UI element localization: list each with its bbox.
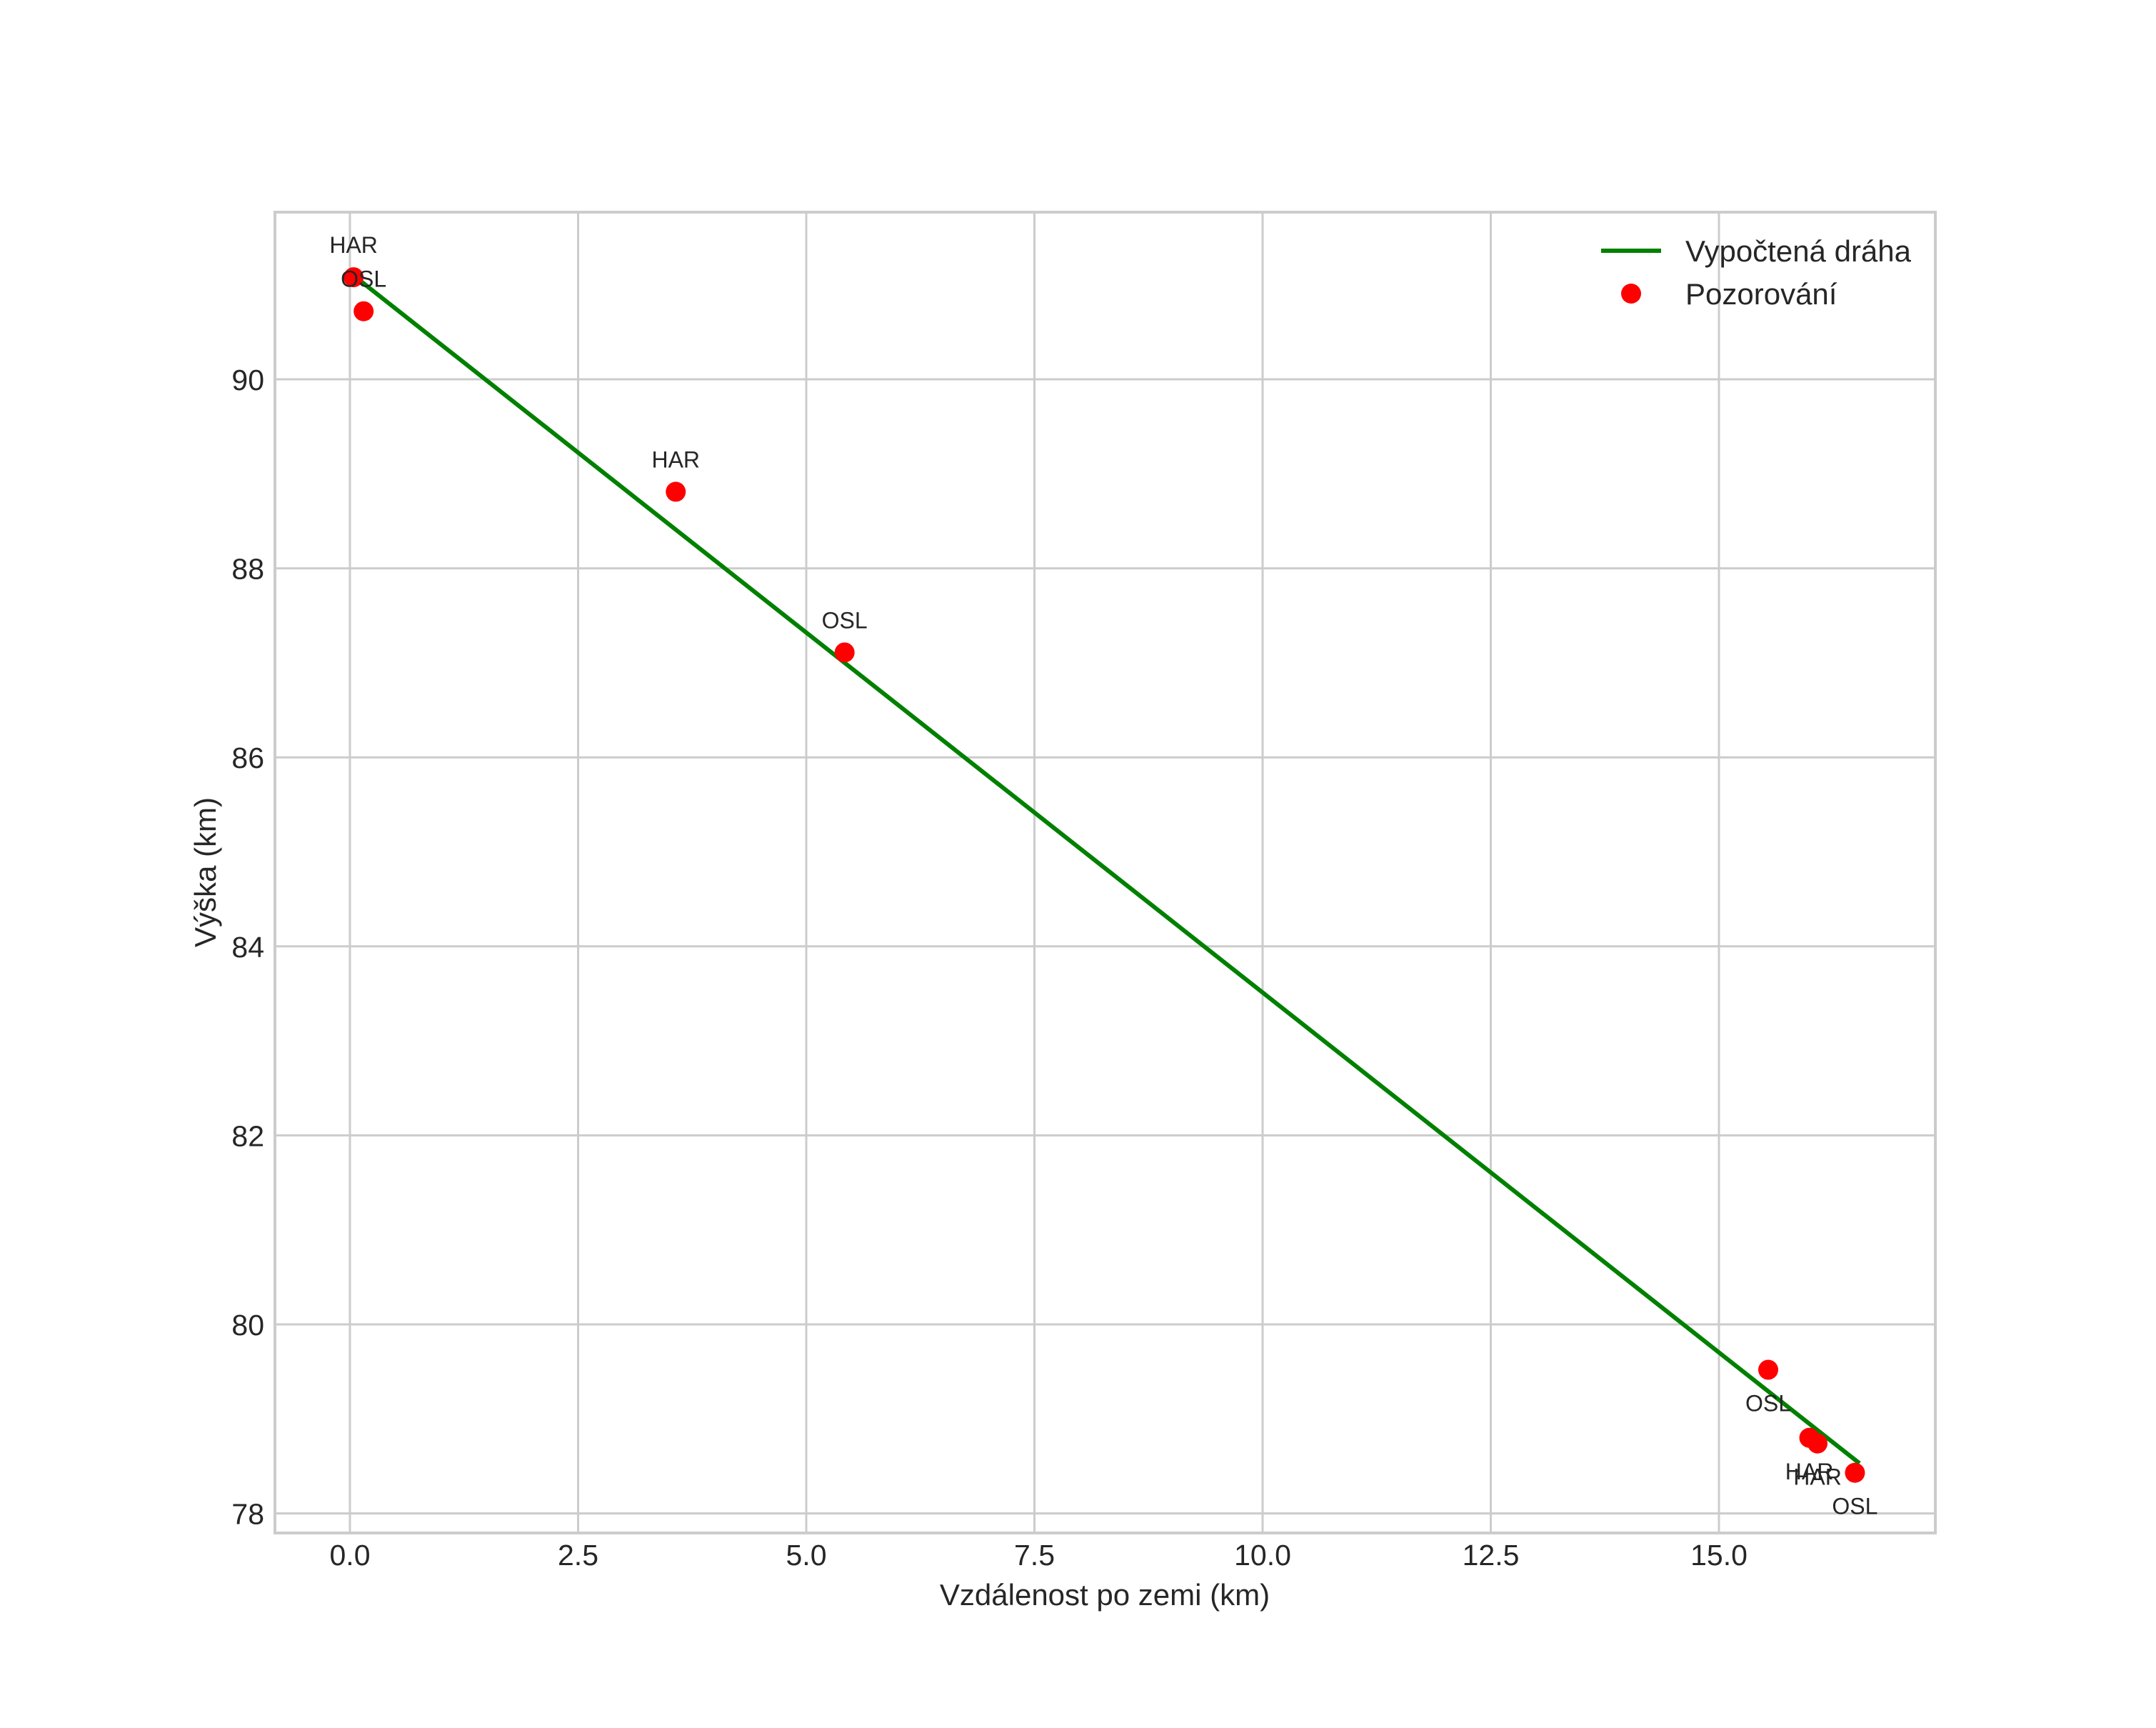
- y-axis-tick-labels: 78 80 82 84 86 88 90: [231, 364, 264, 1531]
- legend-item-trajectory: Vypočtená dráha: [1601, 234, 1912, 268]
- legend-label-trajectory: Vypočtená dráha: [1685, 234, 1912, 268]
- legend-item-observations: Pozorování: [1621, 277, 1837, 311]
- x-tick-label: 15.0: [1690, 1539, 1748, 1572]
- y-tick-label: 90: [231, 364, 264, 396]
- x-tick-label: 0.0: [330, 1539, 371, 1572]
- x-tick-label: 12.5: [1463, 1539, 1520, 1572]
- x-tick-label: 5.0: [786, 1539, 827, 1572]
- legend: Vypočtená dráha Pozorování: [1601, 234, 1912, 311]
- y-gridlines: [275, 378, 1935, 1515]
- observation-point: [344, 267, 364, 288]
- observation-station-label: OSL: [341, 266, 386, 292]
- y-axis-label: Výška (km): [189, 797, 222, 947]
- y-tick-label: 78: [231, 1498, 264, 1531]
- axes-frame: [274, 211, 1937, 1534]
- x-tick-label: 10.0: [1234, 1539, 1291, 1572]
- y-tick-label: 84: [231, 931, 264, 964]
- trajectory-polyline: [360, 280, 1861, 1465]
- legend-label-observations: Pozorování: [1685, 277, 1837, 311]
- observation-point: [1758, 1359, 1779, 1380]
- x-axis-label: Vzdálenost po zemi (km): [940, 1578, 1270, 1612]
- y-tick-label: 80: [231, 1309, 264, 1342]
- observation-point: [354, 301, 374, 321]
- x-tick-label: 2.5: [558, 1539, 598, 1572]
- observation-station-label: HAR: [651, 446, 700, 472]
- observation-station-label: OSL: [822, 607, 868, 633]
- observation-point: [834, 642, 855, 663]
- x-axis-tick-labels: 0.0 2.5 5.0 7.5 10.0 12.5 15.0: [330, 1539, 1748, 1572]
- observation-point: [1807, 1433, 1828, 1454]
- trajectory-line: [360, 280, 1861, 1465]
- y-tick-label: 82: [231, 1119, 264, 1152]
- observation-station-label: HAR: [329, 232, 378, 258]
- y-tick-label: 86: [231, 741, 264, 774]
- observation-point: [1845, 1462, 1865, 1483]
- observation-points: [344, 267, 1865, 1483]
- observation-station-label: HAR: [1793, 1464, 1842, 1490]
- legend-circle-icon: [1621, 284, 1641, 304]
- observation-station-label: HAR: [1785, 1459, 1834, 1484]
- observation-station-label: OSL: [1832, 1494, 1877, 1519]
- x-gridlines: [349, 212, 1720, 1533]
- observation-point: [666, 481, 686, 502]
- x-tick-label: 7.5: [1014, 1539, 1055, 1572]
- observation-station-label: OSL: [1745, 1391, 1791, 1417]
- y-tick-label: 88: [231, 553, 264, 586]
